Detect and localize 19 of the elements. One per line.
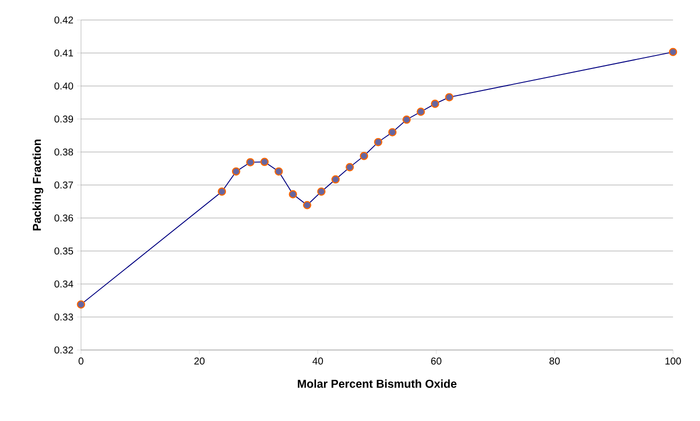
x-tick-label: 100 [665,358,681,365]
y-tick-label: 0.32 [54,346,73,354]
x-axis-title: Molar Percent Bismuth Oxide [298,379,457,388]
y-tick-label: 0.33 [54,313,74,321]
x-tick-label: 60 [431,358,442,365]
x-tick-label: 40 [312,358,323,365]
y-tick-label: 0.38 [54,148,74,156]
y-tick-label: 0.42 [54,16,73,24]
x-tick-label: 0 [78,358,84,365]
x-tick-label: 80 [550,358,560,365]
y-tick-label: 0.35 [54,247,74,255]
y-axis-title: Packing Fraction [32,140,44,230]
x-tick-label: 20 [194,358,205,365]
y-tick-label: 0.34 [54,280,74,288]
y-tick-label: 0.41 [54,49,74,57]
y-tick-label: 0.39 [54,115,74,123]
y-tick-label: 0.40 [54,82,74,90]
y-tick-label: 0.37 [54,181,73,189]
y-tick-label: 0.36 [54,214,74,222]
